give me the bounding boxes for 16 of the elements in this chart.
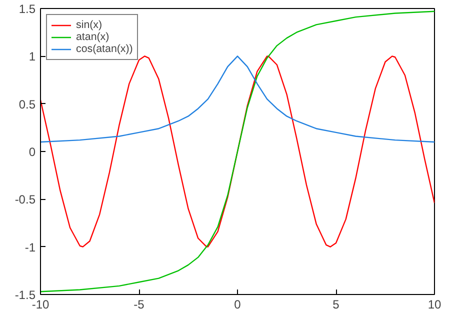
line-series: [40, 10, 434, 292]
y-tick-label: 0: [28, 145, 36, 159]
legend-label: cos(atan(x)): [76, 43, 133, 55]
line-series: [40, 56, 434, 143]
legend-label: sin(x): [76, 19, 102, 31]
y-tick-label: 1.5: [18, 2, 36, 16]
y-tick-label: 1: [28, 50, 36, 64]
x-tick-label: 10: [428, 298, 442, 312]
legend-label: atan(x): [76, 31, 110, 43]
y-tick-label: 0.5: [18, 97, 36, 112]
line-series: [40, 56, 434, 248]
y-tick-label: -1: [24, 240, 36, 254]
x-tick-label: -5: [134, 298, 145, 312]
x-tick-label: 0: [234, 298, 242, 312]
y-tick-label: -0.5: [14, 192, 36, 207]
x-tick-label: 5: [332, 298, 340, 312]
